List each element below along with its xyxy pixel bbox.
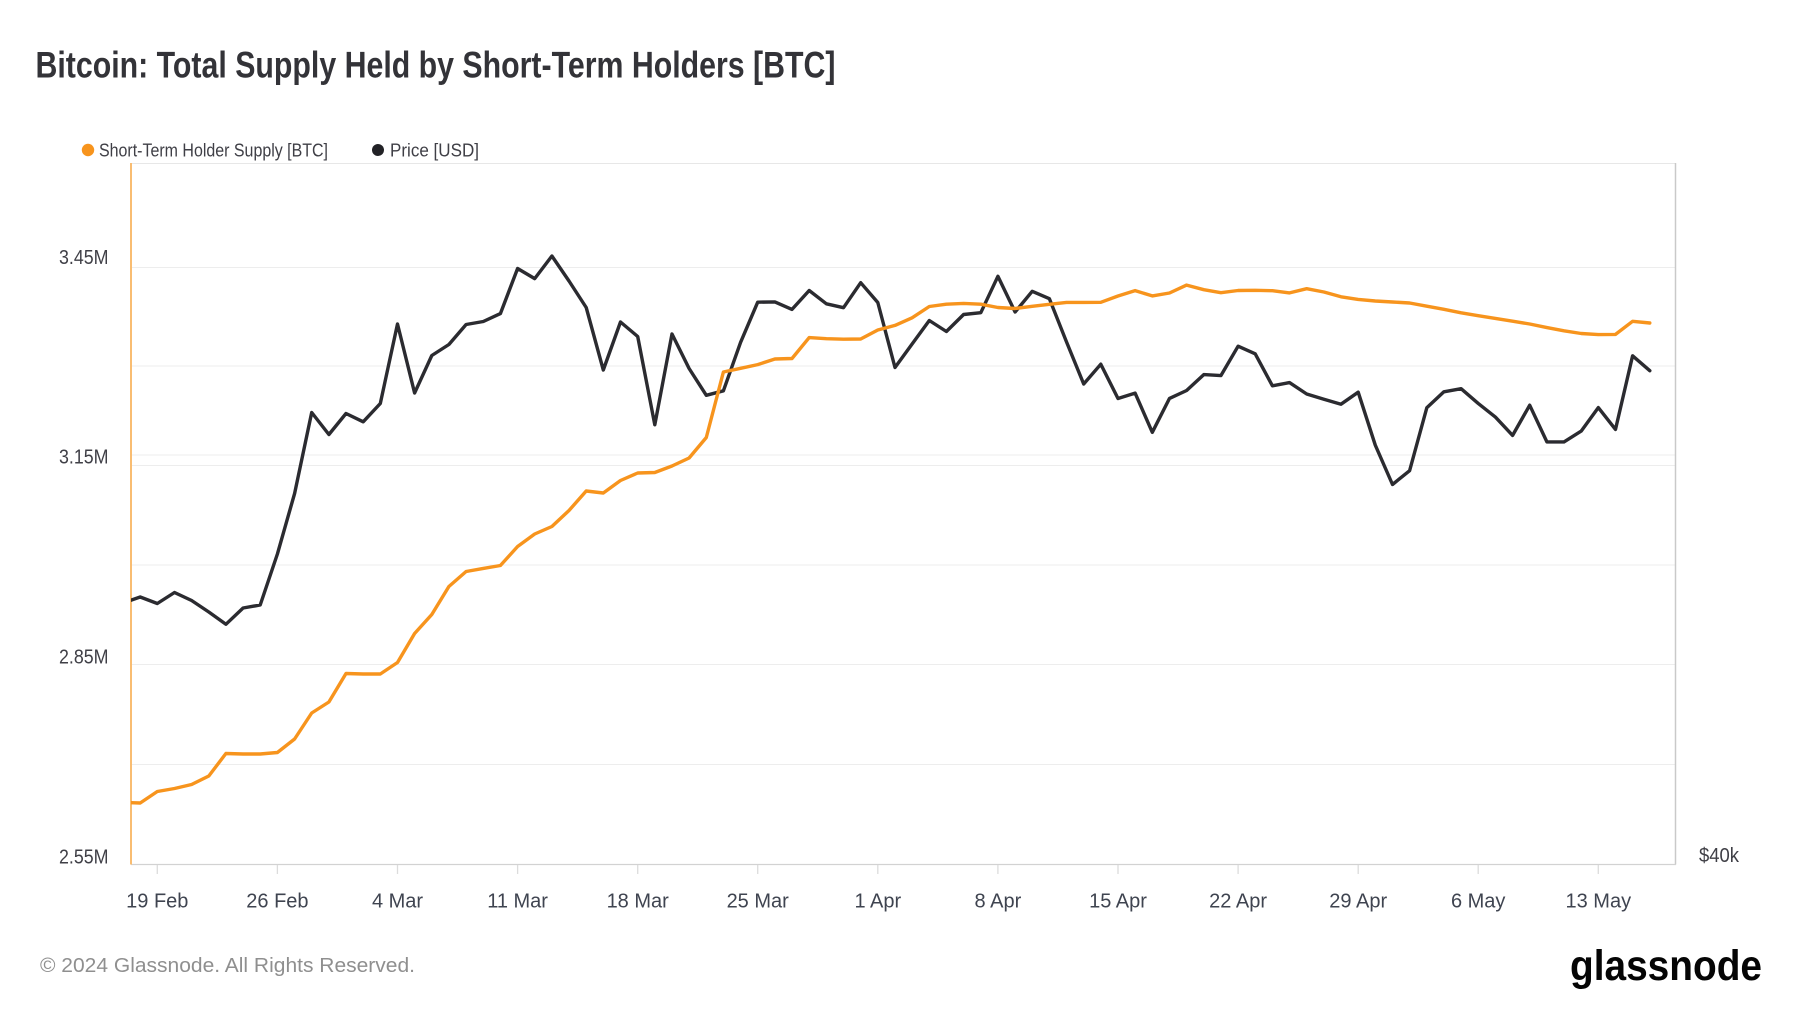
svg-text:3.45M: 3.45M (59, 247, 109, 269)
svg-text:19 Feb: 19 Feb (126, 891, 188, 913)
svg-text:2.55M: 2.55M (59, 847, 109, 869)
svg-text:Bitcoin: Total Supply Held by: Bitcoin: Total Supply Held by Short-Term… (36, 45, 836, 86)
svg-text:22 Apr: 22 Apr (1209, 891, 1267, 913)
svg-text:Price [USD]: Price [USD] (390, 141, 479, 161)
svg-text:Short-Term Holder Supply [BTC]: Short-Term Holder Supply [BTC] (99, 141, 328, 161)
svg-text:26 Feb: 26 Feb (246, 891, 308, 913)
svg-text:15 Apr: 15 Apr (1089, 891, 1147, 913)
svg-text:25 Mar: 25 Mar (727, 891, 790, 913)
svg-text:glassnode: glassnode (1570, 942, 1762, 990)
svg-text:11 Mar: 11 Mar (487, 891, 548, 913)
svg-text:8 Apr: 8 Apr (975, 891, 1022, 913)
svg-text:2.85M: 2.85M (59, 647, 109, 669)
svg-text:13 May: 13 May (1566, 891, 1632, 913)
svg-text:6 May: 6 May (1451, 891, 1505, 913)
svg-text:18 Mar: 18 Mar (607, 891, 670, 913)
svg-text:29 Apr: 29 Apr (1329, 891, 1387, 913)
svg-text:© 2024 Glassnode. All Rights R: © 2024 Glassnode. All Rights Reserved. (40, 955, 415, 977)
svg-text:$40k: $40k (1699, 845, 1740, 867)
svg-text:3.15M: 3.15M (59, 447, 109, 469)
svg-text:4 Mar: 4 Mar (372, 891, 423, 913)
svg-text:1 Apr: 1 Apr (854, 891, 901, 913)
